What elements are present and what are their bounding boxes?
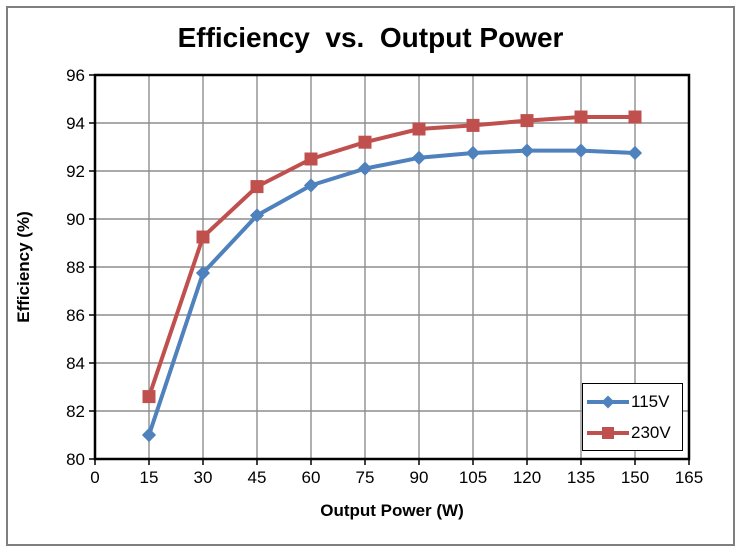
marker-square [520,114,534,128]
legend-label-230v: 230V [631,422,671,442]
marker-diamond [627,145,643,161]
series-line-115V [147,148,637,437]
x-tick-label: 105 [459,468,487,487]
marker-square [628,110,642,124]
y-axis-title: Efficiency (%) [14,211,33,323]
marker-diamond [573,143,589,158]
x-tick-label: 30 [194,468,213,487]
x-tick-label: 75 [356,468,375,487]
y-tick-label: 94 [66,114,85,133]
marker-square [142,390,156,404]
x-tick-label: 15 [140,468,159,487]
legend-marker-square [602,426,614,439]
marker-square [196,230,210,244]
y-tick-label: 92 [66,162,85,181]
marker-square [250,180,264,194]
legend-item-115v: 115V [586,387,682,417]
legend-swatch-115v-icon [587,394,629,409]
legend: 115V 230V [582,383,683,451]
x-tick-label: 90 [410,468,429,487]
marker-diamond [141,427,157,443]
legend-swatch-230v-icon [587,426,629,439]
plot-border [93,73,691,461]
x-axis-title: Output Power (W) [320,501,464,520]
x-tick-label: 120 [513,468,541,487]
marker-diamond [357,161,373,176]
marker-square [466,118,480,132]
x-tick-label: 0 [90,468,99,487]
legend-label-115v: 115V [631,391,670,411]
y-tick-label: 86 [66,306,85,325]
y-tick-label: 80 [66,450,85,469]
y-tick-label: 90 [66,210,85,229]
x-tick-label: 60 [302,468,321,487]
legend-marker-diamond [601,394,615,409]
marker-square [412,122,426,136]
x-tick-label: 135 [567,468,595,487]
series-230V [142,110,642,404]
marker-diamond [195,265,211,281]
series-line-230V [147,115,637,399]
marker-square [358,135,372,149]
series-115V [141,143,643,443]
legend-item-230v: 230V [586,418,682,448]
x-tick-label: 150 [621,468,649,487]
y-tick-label: 96 [66,66,85,85]
y-tick-label: 88 [66,258,85,277]
y-tick-label: 82 [66,402,85,421]
chart-title: Efficiency vs. Output Power [177,22,564,53]
x-tick-label: 165 [675,468,703,487]
marker-diamond [303,178,319,193]
marker-diamond [519,143,535,158]
marker-diamond [411,150,427,165]
x-tick-label: 45 [248,468,267,487]
marker-diamond [465,145,481,161]
marker-square [574,110,588,124]
y-tick-label: 84 [66,354,85,373]
marker-square [304,152,318,166]
